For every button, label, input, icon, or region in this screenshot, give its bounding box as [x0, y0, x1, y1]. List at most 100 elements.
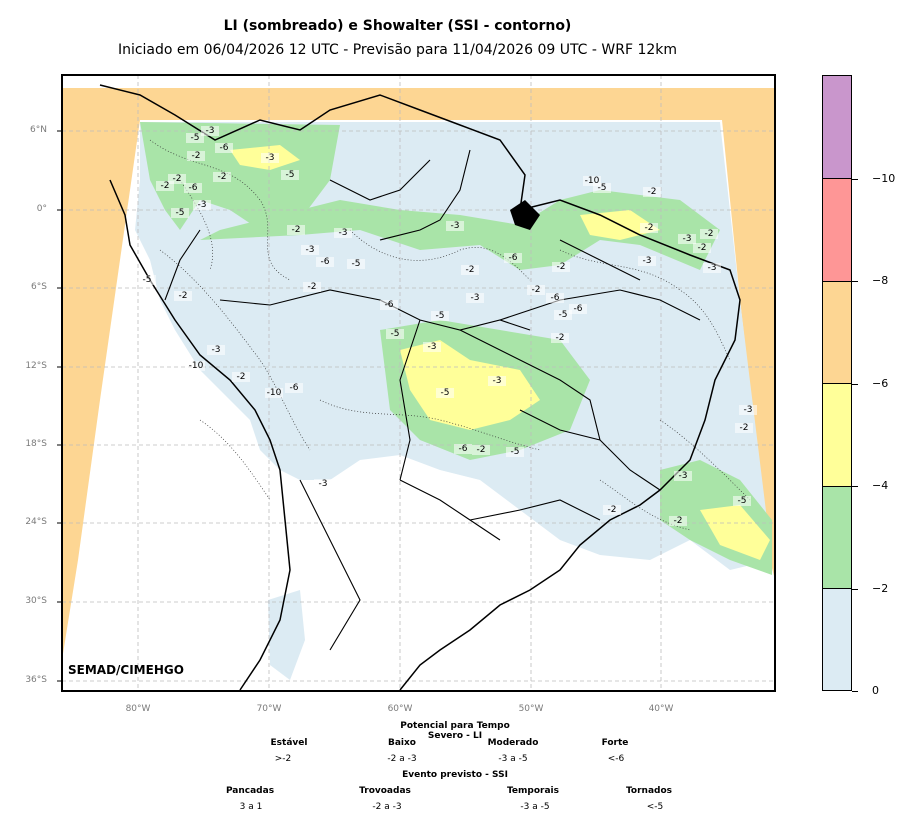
contour-label: -2: [557, 262, 566, 272]
amazon-mouth: [510, 200, 540, 230]
contour-label-bg: [527, 285, 545, 295]
colorbar-label-8: −8: [872, 274, 889, 287]
domain-outside-top: [62, 88, 775, 180]
contour-label: -3: [339, 228, 348, 238]
contour-label-bg: [488, 376, 506, 386]
chart-subtitle: Iniciado em 06/04/2026 12 UTC - Previsão…: [117, 42, 678, 58]
chart-title: LI (sombreado) e Showalter (SSI - contor…: [223, 18, 572, 34]
contour-label: -6: [574, 304, 583, 314]
legend-event-name-3: Tornados: [625, 786, 673, 796]
contour-label-bg: [171, 208, 189, 218]
colorbar-label-4: −4: [872, 479, 889, 492]
contour-label: -5: [441, 388, 450, 398]
contour-label-bg: [187, 151, 205, 161]
lat-label-6s: 6°S: [31, 282, 47, 292]
contour-label: -6: [509, 253, 518, 263]
contour-label-bg: [643, 187, 661, 197]
contour-label: -5: [352, 259, 361, 269]
map-layers: -3-5-2-6-3-5-2-6-2-3-5-2-2-3-2-3-6 -5-3-2…: [62, 75, 775, 691]
legend-event-value-2: -3 a -5: [520, 802, 550, 812]
colorbar-seg-orange: [823, 281, 851, 383]
legend-severe-title: Potencial para Tempo Severo - LI: [400, 721, 510, 741]
contour-label-bg: [261, 153, 279, 163]
contour-label: -2: [608, 505, 617, 515]
contour-label: -3: [266, 153, 275, 163]
contour-label: -2: [173, 174, 182, 184]
contour-label: -10: [585, 176, 600, 186]
li-shade-yellow-coast: [700, 505, 770, 560]
lat-label-30s: 30°S: [25, 596, 47, 606]
contour-label-bg: [446, 221, 464, 231]
contour-label-bg: [472, 445, 490, 455]
contour-label: -5: [511, 447, 520, 457]
colorbar-label-0: 0: [872, 684, 879, 697]
lat-label-12s: 12°S: [25, 361, 47, 371]
contour-label: -2: [237, 372, 246, 382]
contour-label-bg: [461, 265, 479, 275]
legend-event-value-1: -2 a -3: [372, 802, 402, 812]
contour-label-bg: [583, 176, 601, 186]
colorbar: [822, 75, 852, 691]
contour-label-bg: [207, 345, 225, 355]
contour-label: -2: [161, 181, 170, 191]
contour-label: -5: [738, 496, 747, 506]
lon-label-70w: 70°W: [256, 704, 282, 714]
lat-label-0: 0°: [36, 204, 47, 214]
contour-label-bg: [703, 263, 721, 273]
contour-label-bg: [552, 262, 570, 272]
contour-label: -6: [220, 143, 229, 153]
contour-label-bg: [700, 229, 718, 239]
legend-severe-value-3: <-6: [607, 754, 625, 764]
contour-label-bg: [193, 200, 211, 210]
contour-label-bg: [156, 181, 174, 191]
contour-label-bg: [423, 342, 441, 352]
li-shade-light-south: [268, 590, 305, 680]
contour-label: -5: [143, 275, 152, 285]
contour-label: -3: [744, 405, 753, 415]
colorbar-seg-green: [823, 486, 851, 588]
contour-label-bg: [739, 405, 757, 415]
contour-label: -3: [643, 256, 652, 266]
legend-event-name-1: Trovoadas: [359, 786, 411, 796]
contour-label-group: -3-5-2-6-3-5-2-6-2-3-5-2-2-3-2-3-6 -5-3-2…: [138, 126, 757, 526]
contour-label-bg: [232, 372, 250, 382]
contour-label: -2: [648, 187, 657, 197]
contour-label: -3: [451, 221, 460, 231]
colorbar-label-2: −2: [872, 582, 889, 595]
contour-label: -3: [212, 345, 221, 355]
contour-label-bg: [436, 388, 454, 398]
colorbar-seg-purple: [823, 76, 851, 178]
contour-label: -6: [459, 444, 468, 454]
contour-label: -6: [321, 257, 330, 267]
contour-label-bg: [733, 496, 751, 506]
contour-label: -2: [556, 333, 565, 343]
li-shade-green-north: [140, 122, 340, 230]
lon-label-60w: 60°W: [387, 704, 413, 714]
contour-label: -2: [477, 445, 486, 455]
contour-label-bg: [546, 293, 564, 303]
li-shade-yellow-central: [400, 340, 540, 430]
contour-label-bg: [504, 253, 522, 263]
coastline: [99, 84, 741, 691]
legend-severe-value-2: -3 a -5: [498, 754, 528, 764]
contour-label: -5: [191, 133, 200, 143]
lat-label-36s: 36°S: [25, 675, 47, 685]
contour-label-bg: [506, 447, 524, 457]
legend-severe-value-1: -2 a -3: [387, 754, 417, 764]
contour-label: -3: [319, 479, 328, 489]
contour-label-bg: [638, 256, 656, 266]
contour-label-bg: [281, 170, 299, 180]
contour-label-bg: [334, 228, 352, 238]
contour-label: -2: [179, 291, 188, 301]
contour-label-bg: [386, 329, 404, 339]
contour-label-bg: [669, 516, 687, 526]
contour-label-bg: [569, 304, 587, 314]
lat-ticks: [57, 130, 62, 682]
contour-label: -2: [308, 282, 317, 292]
contour-label-bg: [678, 234, 696, 244]
colorbar-label-10: −10: [872, 172, 896, 185]
contour-label-bg: [314, 479, 332, 489]
lon-label-80w: 80°W: [125, 704, 151, 714]
contour-label-bg: [603, 505, 621, 515]
